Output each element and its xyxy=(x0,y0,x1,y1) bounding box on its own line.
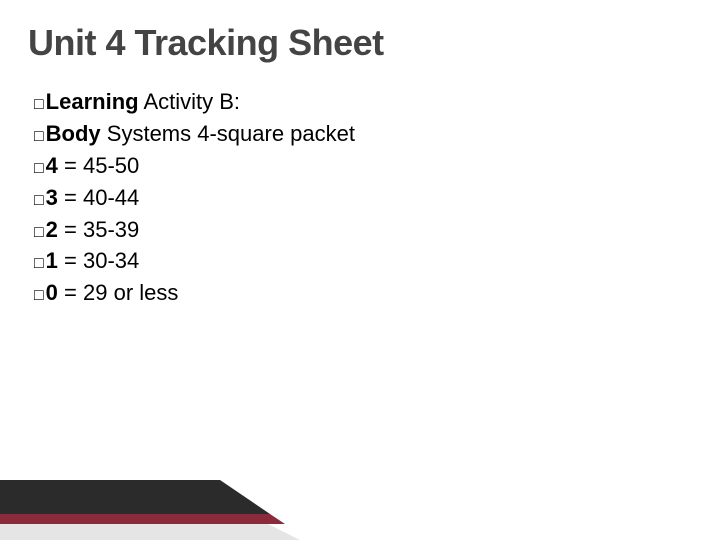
bullet-icon: □ xyxy=(34,95,44,114)
list-item-text: 2 = 35-39 xyxy=(46,214,140,246)
list-item-rest: = 45-50 xyxy=(58,153,139,178)
list-item-bold: 2 xyxy=(46,217,58,242)
list-item-rest: Systems 4-square packet xyxy=(101,121,355,146)
list-item: □ 4 = 45-50 xyxy=(34,150,720,182)
list-item-bold: Body xyxy=(46,121,101,146)
list-item-text: 1 = 30-34 xyxy=(46,245,140,277)
bullet-icon: □ xyxy=(34,127,44,146)
list-item-text: Learning Activity B: xyxy=(46,86,240,118)
list-item: □ 2 = 35-39 xyxy=(34,214,720,246)
list-item-rest: = 40-44 xyxy=(58,185,139,210)
list-item-bold: 3 xyxy=(46,185,58,210)
bullet-icon: □ xyxy=(34,159,44,178)
bullet-icon: □ xyxy=(34,191,44,210)
list-item-bold: 0 xyxy=(46,280,58,305)
list-item-rest: = 29 or less xyxy=(58,280,178,305)
list-item-text: 3 = 40-44 xyxy=(46,182,140,214)
list-item-text: 0 = 29 or less xyxy=(46,277,179,309)
bullet-icon: □ xyxy=(34,254,44,273)
list-item: □ Body Systems 4-square packet xyxy=(34,118,720,150)
list-item: □ Learning Activity B: xyxy=(34,86,720,118)
list-item-bold: Learning xyxy=(46,89,139,114)
list-item-text: Body Systems 4-square packet xyxy=(46,118,355,150)
list-item: □ 0 = 29 or less xyxy=(34,277,720,309)
list-item-text: 4 = 45-50 xyxy=(46,150,140,182)
list-item-rest: = 30-34 xyxy=(58,248,139,273)
accent-bar-color xyxy=(0,514,285,524)
list-item-rest: Activity B: xyxy=(139,89,240,114)
bullet-icon: □ xyxy=(34,223,44,242)
list-item: □ 3 = 40-44 xyxy=(34,182,720,214)
content-list: □ Learning Activity B: □ Body Systems 4-… xyxy=(0,64,720,309)
accent-bar-dark xyxy=(0,480,270,514)
list-item-bold: 4 xyxy=(46,153,58,178)
bullet-icon: □ xyxy=(34,286,44,305)
list-item-rest: = 35-39 xyxy=(58,217,139,242)
decorative-accent xyxy=(0,450,360,540)
page-title: Unit 4 Tracking Sheet xyxy=(0,0,720,64)
list-item: □ 1 = 30-34 xyxy=(34,245,720,277)
list-item-bold: 1 xyxy=(46,248,58,273)
